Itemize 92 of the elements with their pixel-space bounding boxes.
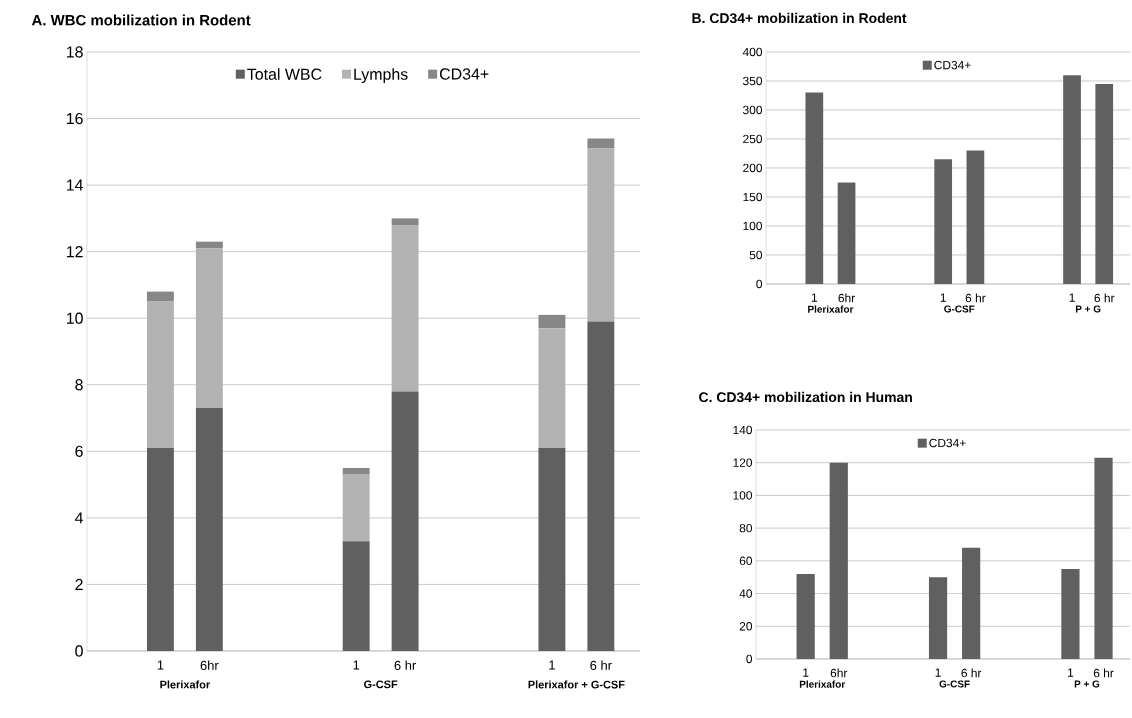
- text: G-CSF: [364, 680, 398, 689]
- y-tick-label: 18: [66, 46, 83, 58]
- x-tick-label: 1: [811, 293, 818, 302]
- bar: [805, 92, 824, 284]
- legend-label: CD34+: [929, 438, 966, 448]
- y-tick-label: 6: [75, 445, 83, 457]
- y-tick-label: 150: [743, 192, 763, 202]
- bar: [837, 182, 856, 284]
- x-tick-label: 1: [157, 660, 164, 670]
- bar: [195, 248, 223, 409]
- bar: [934, 159, 953, 284]
- bar: [538, 447, 566, 651]
- x-tick-label: 1: [940, 293, 946, 302]
- text: G-CSF: [944, 305, 975, 313]
- bar: [538, 328, 566, 448]
- legend-label: Lymphs: [354, 68, 408, 84]
- bar: [928, 577, 948, 659]
- y-tick-label: 12: [66, 246, 83, 258]
- y-tick-label: 60: [739, 556, 753, 566]
- y-tick-label: 14: [66, 179, 84, 191]
- chart-title: B. CD34+ mobilization in Rodent: [692, 12, 907, 24]
- y-tick-label: 80: [739, 523, 753, 533]
- bar: [146, 291, 174, 302]
- bar: [1061, 569, 1080, 659]
- text: Plerixafor: [160, 680, 210, 689]
- bar: [342, 474, 370, 542]
- y-tick-label: 40: [739, 589, 753, 598]
- y-tick-label: 350: [743, 76, 763, 86]
- x-tick-label: 6 hr: [961, 668, 982, 678]
- bar: [962, 547, 981, 659]
- y-tick-label: 400: [742, 47, 763, 57]
- text: P + G: [1074, 680, 1100, 688]
- bar: [587, 321, 615, 651]
- bar: [538, 314, 566, 329]
- bar: [342, 541, 370, 651]
- bar: [391, 225, 419, 392]
- y-tick-label: 16: [66, 112, 83, 125]
- bar: [1094, 457, 1113, 659]
- x-tick-label: 6 hr: [1094, 293, 1115, 303]
- chart-title: A. WBC mobilization in Rodent: [31, 14, 251, 26]
- legend-label: CD34+: [934, 60, 971, 70]
- x-tick-label: 6hr: [200, 660, 219, 670]
- text: Plerixafor + G-CSF: [528, 680, 625, 689]
- bar: [1063, 75, 1081, 284]
- bar: [587, 138, 615, 149]
- x-tick-label: 1: [935, 668, 941, 677]
- x-tick-label: 6hr: [838, 293, 855, 303]
- y-tick-label: 0: [75, 645, 83, 657]
- y-tick-label: 4: [74, 512, 84, 524]
- bar: [342, 467, 370, 475]
- y-tick-label: 140: [733, 425, 753, 435]
- bar: [587, 148, 615, 322]
- y-tick-label: 0: [746, 654, 753, 664]
- x-tick-label: 6 hr: [590, 660, 612, 670]
- y-tick-label: 100: [733, 491, 753, 500]
- text: G-CSF: [939, 680, 970, 688]
- x-tick-label: 1: [353, 660, 360, 670]
- legend-label: Total WBC: [247, 68, 322, 80]
- x-tick-label: 6hr: [830, 668, 848, 678]
- text: Plerixafor: [808, 305, 854, 313]
- x-tick-label: 6 hr: [394, 660, 417, 670]
- x-tick-label: 6 hr: [965, 293, 986, 303]
- x-tick-label: 1: [549, 660, 555, 670]
- y-tick-label: 100: [743, 221, 763, 231]
- text: Plerixafor: [799, 680, 846, 688]
- bar: [391, 391, 419, 651]
- legend-label: CD34+: [439, 68, 489, 80]
- y-tick-label: 200: [743, 163, 763, 173]
- bar: [146, 447, 174, 651]
- bar: [1095, 83, 1114, 284]
- x-tick-label: 6 hr: [1093, 668, 1114, 678]
- bar: [146, 301, 174, 448]
- y-tick-label: 10: [66, 312, 83, 324]
- y-tick-label: 8: [75, 379, 83, 391]
- chart-title: C. CD34+ mobilization in Human: [699, 391, 912, 403]
- x-tick-label: 1: [803, 668, 809, 677]
- x-tick-label: 1: [1069, 293, 1075, 302]
- bar: [195, 241, 223, 249]
- bar: [796, 573, 815, 659]
- bar: [195, 408, 223, 651]
- text: P + G: [1075, 305, 1101, 313]
- y-tick-label: 20: [739, 622, 753, 631]
- y-tick-label: 2: [75, 578, 83, 590]
- y-tick-label: 0: [756, 279, 763, 289]
- y-tick-label: 250: [743, 134, 763, 144]
- y-tick-label: 300: [743, 105, 763, 115]
- y-tick-label: 120: [733, 458, 753, 467]
- bar: [966, 150, 985, 284]
- bar: [829, 462, 848, 659]
- y-tick-label: 50: [749, 250, 763, 260]
- x-tick-label: 1: [1068, 668, 1074, 677]
- bar: [391, 218, 419, 226]
